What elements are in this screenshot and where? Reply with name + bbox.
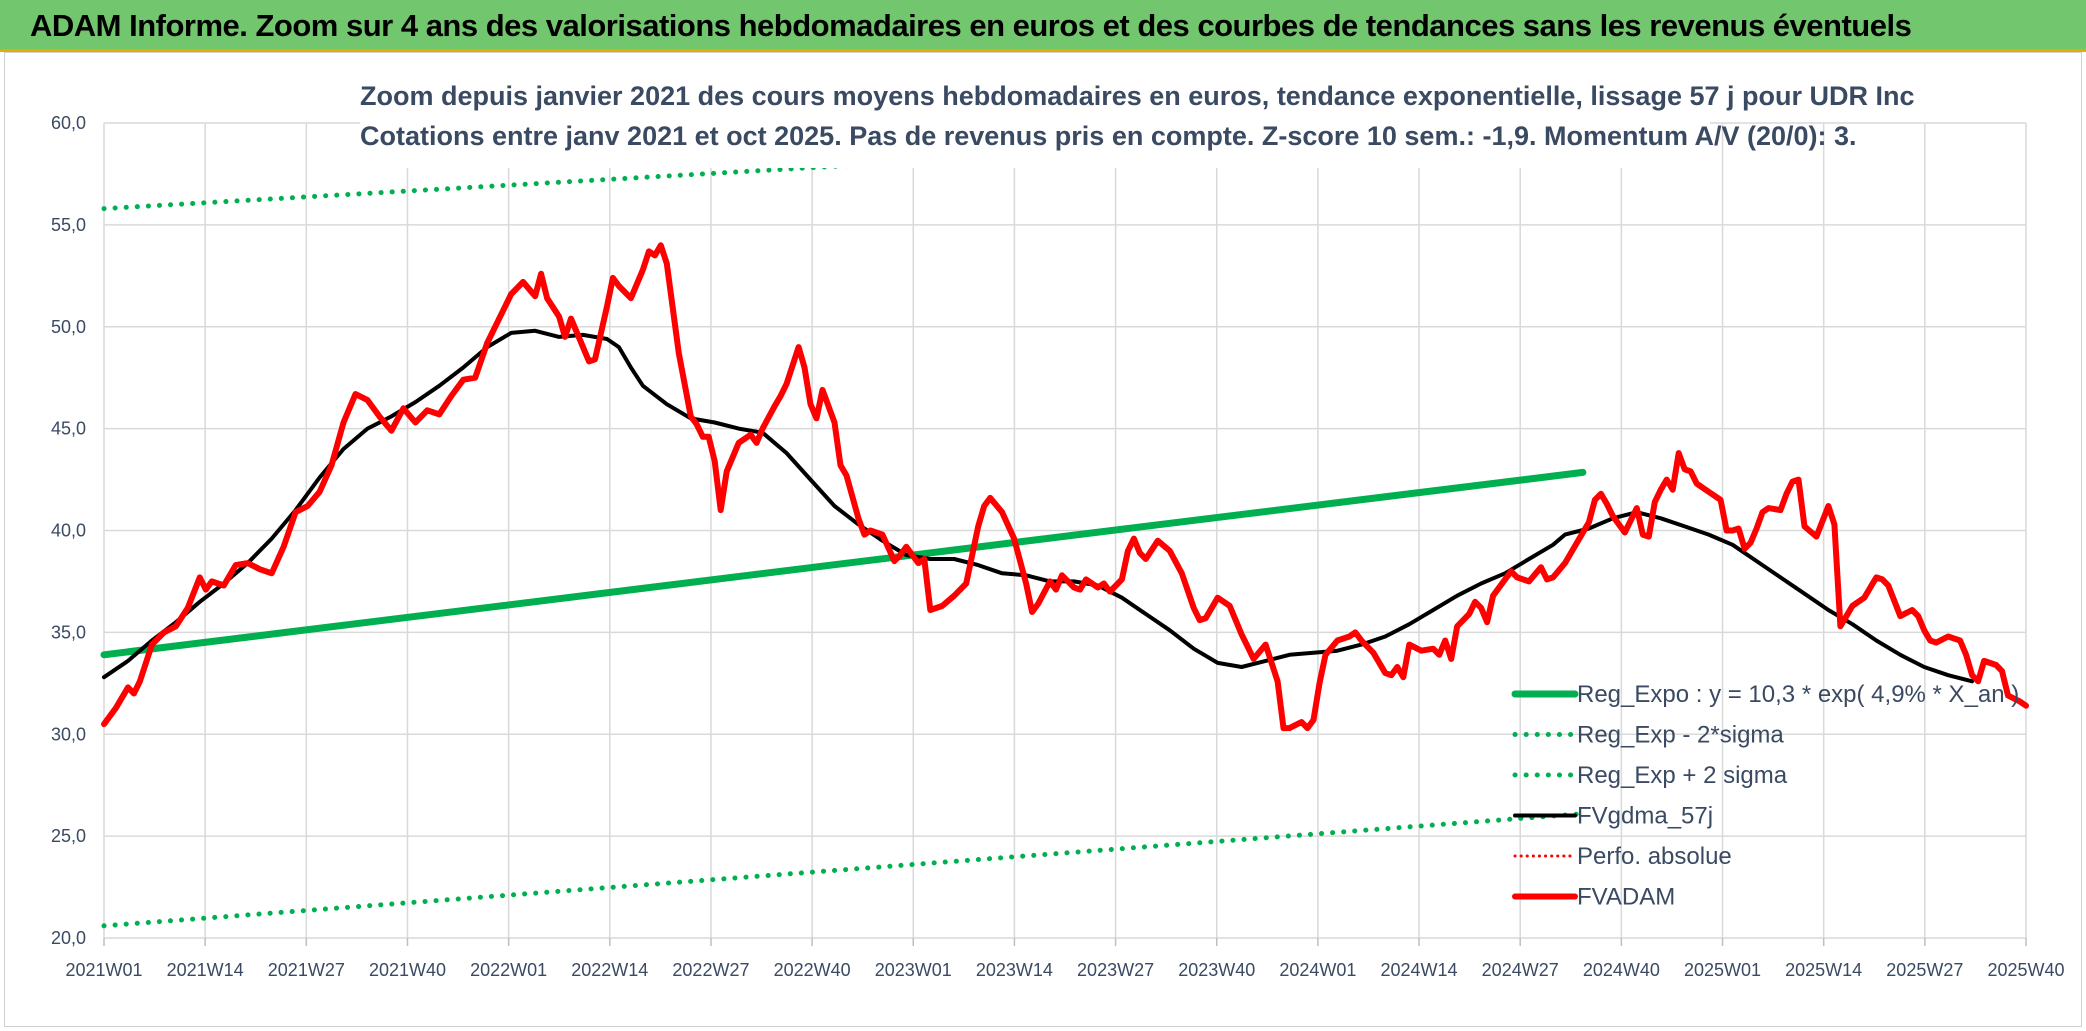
x-tick-label: 2021W40: [369, 960, 446, 980]
x-tick-label: 2025W27: [1886, 960, 1963, 980]
chart-grid: [103, 122, 2027, 946]
y-tick-label: 35,0: [51, 622, 86, 642]
header-banner: ADAM Informe. Zoom sur 4 ans des valoris…: [0, 0, 2086, 52]
x-axis-ticks: 2021W01 2021W14 2021W27 2021W40 2022W01 2022W…: [65, 960, 2064, 980]
legend-label: Reg_Expo : y = 10,3 * exp( 4,9% * X_an ): [1577, 681, 2019, 708]
legend-label: Perfo. absolue: [1577, 843, 1732, 870]
x-tick-label: 2022W27: [672, 960, 749, 980]
x-tick-label: 2021W27: [268, 960, 345, 980]
legend-label: Reg_Exp + 2 sigma: [1577, 762, 1788, 789]
x-tick-label: 2022W40: [774, 960, 851, 980]
x-tick-label: 2022W14: [571, 960, 648, 980]
x-tick-label: 2021W01: [65, 960, 142, 980]
x-tick-label: 2025W40: [1987, 960, 2064, 980]
x-tick-label: 2024W14: [1381, 960, 1458, 980]
chart-subtitle: Zoom depuis janvier 2021 des cours moyen…: [360, 76, 1915, 168]
y-tick-label: 30,0: [51, 724, 86, 744]
y-tick-label: 25,0: [51, 826, 86, 846]
fvadam-line: [101, 242, 2029, 732]
y-tick-label: 50,0: [51, 317, 86, 337]
x-tick-label: 2025W01: [1684, 960, 1761, 980]
reg-exp-minus-2sigma-line: [101, 811, 1586, 929]
y-tick-label: 40,0: [51, 521, 86, 541]
x-tick-label: 2025W14: [1785, 960, 1862, 980]
legend-label: Reg_Exp - 2*sigma: [1577, 722, 1784, 749]
chart-frame: [4, 52, 2082, 1027]
x-tick-label: 2023W40: [1178, 960, 1255, 980]
y-tick-label: 55,0: [51, 215, 86, 235]
x-tick-label: 2021W14: [167, 960, 244, 980]
y-tick-label: 60,0: [51, 113, 86, 133]
reg-expo-line: [100, 468, 1587, 659]
x-tick-label: 2024W27: [1482, 960, 1559, 980]
x-tick-label: 2024W40: [1583, 960, 1660, 980]
legend-label: FVADAM: [1577, 884, 1675, 911]
x-tick-label: 2022W01: [470, 960, 547, 980]
x-tick-label: 2023W14: [976, 960, 1053, 980]
chart-legend: Reg_Expo : y = 10,3 * exp( 4,9% * X_an )…: [1511, 681, 2019, 911]
x-tick-label: 2024W01: [1279, 960, 1356, 980]
fvgdma-57j-line: [102, 328, 1975, 684]
chart-title-line-2: Cotations entre janv 2021 et oct 2025. P…: [360, 121, 1857, 151]
y-axis-ticks: 20,0 25,0 30,0 35,0 40,0 45,0 50,0 55,0 60,0: [51, 113, 86, 948]
chart-series: [100, 120, 2029, 929]
chart-title-line-1: Zoom depuis janvier 2021 des cours moyen…: [360, 81, 1915, 111]
y-tick-label: 20,0: [51, 928, 86, 948]
y-tick-label: 45,0: [51, 419, 86, 439]
x-tick-label: 2023W01: [875, 960, 952, 980]
page-title: ADAM Informe. Zoom sur 4 ans des valoris…: [30, 8, 1912, 43]
legend-label: FVgdma_57j: [1577, 803, 1713, 830]
x-tick-label: 2023W27: [1077, 960, 1154, 980]
